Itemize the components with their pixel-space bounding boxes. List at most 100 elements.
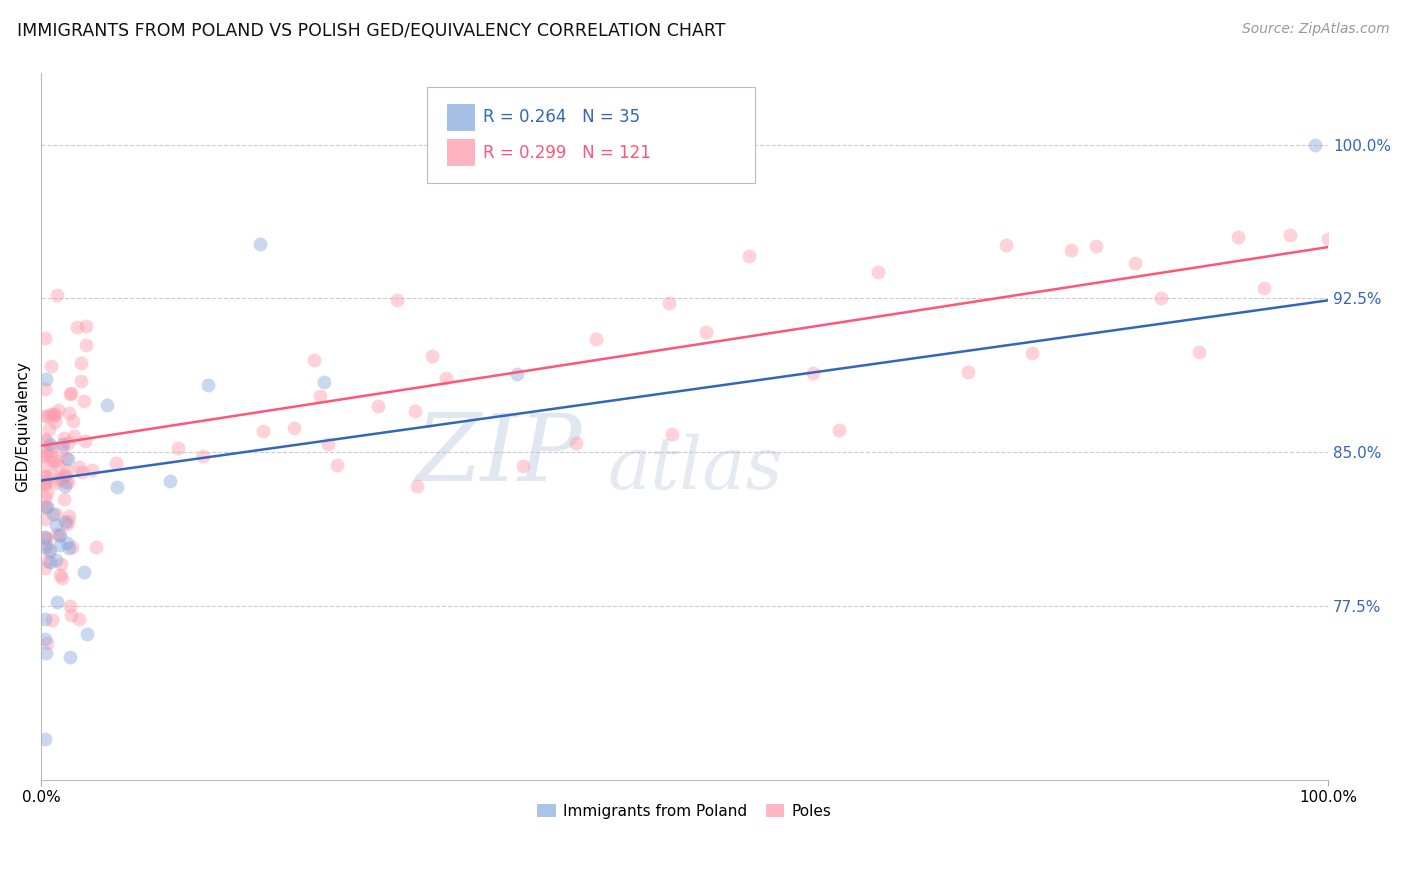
Point xyxy=(46,472,69,486)
Point xyxy=(385,293,408,307)
Point xyxy=(37,500,59,515)
Point xyxy=(35,532,58,546)
Point xyxy=(56,535,79,549)
Point xyxy=(302,353,325,368)
Bar xyxy=(447,104,475,131)
Point xyxy=(45,518,67,533)
Point xyxy=(53,469,76,483)
Point xyxy=(76,627,98,641)
Point xyxy=(96,398,118,412)
Point xyxy=(314,375,336,389)
Point xyxy=(44,476,66,491)
Point xyxy=(34,540,56,554)
Point xyxy=(1060,244,1083,258)
Point xyxy=(434,371,457,385)
Point xyxy=(37,554,59,568)
Point xyxy=(695,325,717,339)
Point xyxy=(956,365,979,379)
Point xyxy=(52,437,75,451)
Point xyxy=(58,435,80,450)
Point xyxy=(75,338,97,352)
Point xyxy=(70,465,93,479)
Point xyxy=(42,453,65,467)
Point xyxy=(801,367,824,381)
Point xyxy=(564,436,586,450)
Point xyxy=(42,407,65,421)
Point xyxy=(41,359,63,373)
Point xyxy=(46,594,69,608)
Point xyxy=(283,421,305,435)
Point xyxy=(67,460,90,475)
Point xyxy=(34,561,56,575)
Point xyxy=(84,540,107,554)
Point xyxy=(35,372,58,386)
Point xyxy=(53,491,76,506)
Point xyxy=(34,530,56,544)
Point xyxy=(1123,256,1146,270)
Point xyxy=(35,485,58,500)
Point xyxy=(45,454,67,468)
Point xyxy=(51,442,73,457)
Point xyxy=(1188,345,1211,359)
Point xyxy=(512,459,534,474)
Text: Source: ZipAtlas.com: Source: ZipAtlas.com xyxy=(1241,22,1389,37)
Point xyxy=(34,612,56,626)
Point xyxy=(38,437,60,451)
Point xyxy=(73,394,96,409)
Point xyxy=(1303,137,1326,152)
Point xyxy=(506,367,529,381)
Point xyxy=(995,237,1018,252)
Point xyxy=(55,475,77,490)
Legend: Immigrants from Poland, Poles: Immigrants from Poland, Poles xyxy=(531,797,838,825)
Bar xyxy=(447,139,475,166)
Point xyxy=(44,415,66,429)
Point xyxy=(34,450,56,464)
Point xyxy=(63,429,86,443)
Point xyxy=(58,508,80,523)
Point xyxy=(56,475,79,490)
Point xyxy=(34,458,56,473)
Point xyxy=(104,456,127,470)
Point xyxy=(80,463,103,477)
Point xyxy=(60,608,83,623)
Point xyxy=(44,408,66,422)
Point xyxy=(51,571,73,585)
Point xyxy=(41,613,63,627)
Point xyxy=(46,288,69,302)
Point xyxy=(58,649,80,664)
Point xyxy=(1085,238,1108,252)
Text: IMMIGRANTS FROM POLAND VS POLISH GED/EQUIVALENCY CORRELATION CHART: IMMIGRANTS FROM POLAND VS POLISH GED/EQU… xyxy=(17,22,725,40)
Text: R = 0.264   N = 35: R = 0.264 N = 35 xyxy=(482,109,640,127)
Point xyxy=(55,479,77,493)
Point xyxy=(67,612,90,626)
Point xyxy=(326,458,349,472)
Point xyxy=(34,445,56,459)
Point xyxy=(1021,345,1043,359)
Point xyxy=(46,458,69,473)
Text: R = 0.299   N = 121: R = 0.299 N = 121 xyxy=(482,144,651,161)
Point xyxy=(34,475,56,490)
Point xyxy=(59,386,82,401)
Point xyxy=(39,543,62,558)
Point xyxy=(34,500,56,514)
Point xyxy=(197,377,219,392)
Point xyxy=(34,632,56,646)
Point xyxy=(58,541,80,555)
Point xyxy=(159,474,181,488)
Point xyxy=(66,320,89,334)
Point xyxy=(404,404,426,418)
Point xyxy=(34,490,56,504)
Point xyxy=(167,442,190,456)
Point xyxy=(53,468,76,483)
Y-axis label: GED/Equivalency: GED/Equivalency xyxy=(15,361,30,491)
Point xyxy=(55,451,77,466)
Point xyxy=(367,400,389,414)
Point xyxy=(34,382,56,396)
Point xyxy=(51,472,73,486)
Point xyxy=(48,528,70,542)
Point xyxy=(49,558,72,572)
Point xyxy=(35,636,58,650)
Point xyxy=(34,530,56,544)
Point xyxy=(35,646,58,660)
Point xyxy=(38,555,60,569)
